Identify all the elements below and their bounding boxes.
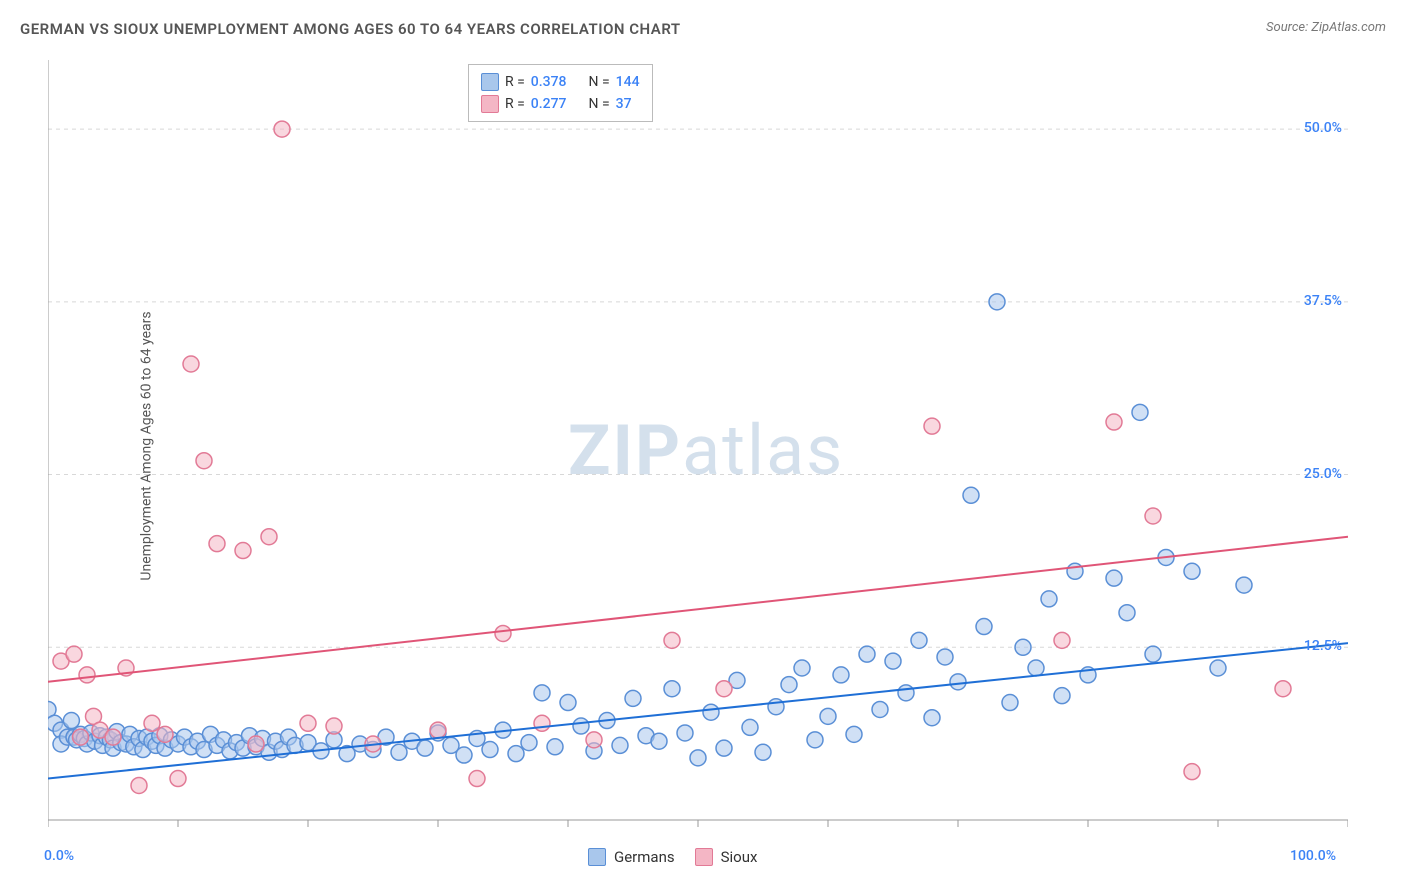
- r-label: R =: [505, 93, 525, 115]
- x-tick-label: 100.0%: [1290, 848, 1336, 864]
- legend-item-germans: Germans: [588, 848, 675, 866]
- legend-row-sioux: R = 0.277 N = 37: [481, 93, 640, 115]
- y-tick-label: 25.0%: [1304, 466, 1342, 482]
- swatch-sioux: [481, 95, 499, 113]
- swatch-sioux: [695, 848, 713, 866]
- swatch-germans: [481, 73, 499, 91]
- source-attribution: Source: ZipAtlas.com: [1266, 20, 1386, 35]
- chart-area: ZIPatlas R = 0.378 N = 144 R = 0.277 N =…: [48, 60, 1348, 840]
- correlation-legend: R = 0.378 N = 144 R = 0.277 N = 37: [468, 64, 653, 122]
- n-value: 144: [616, 71, 640, 93]
- legend-row-germans: R = 0.378 N = 144: [481, 71, 640, 93]
- r-value: 0.378: [531, 71, 567, 93]
- legend-item-sioux: Sioux: [695, 848, 758, 866]
- series-legend: Germans Sioux: [588, 848, 757, 866]
- y-tick-label: 37.5%: [1304, 293, 1342, 309]
- r-label: R =: [505, 71, 525, 93]
- x-tick-label: 0.0%: [44, 848, 74, 864]
- legend-label: Germans: [614, 848, 675, 866]
- y-tick-label: 50.0%: [1304, 120, 1342, 136]
- n-label: N =: [589, 71, 610, 93]
- n-label: N =: [589, 93, 610, 115]
- y-tick-label: 12.5%: [1304, 638, 1342, 654]
- r-value: 0.277: [531, 93, 567, 115]
- legend-label: Sioux: [721, 848, 758, 866]
- scatter-plot: [48, 60, 1348, 840]
- swatch-germans: [588, 848, 606, 866]
- chart-title: GERMAN VS SIOUX UNEMPLOYMENT AMONG AGES …: [20, 20, 681, 38]
- n-value: 37: [616, 93, 632, 115]
